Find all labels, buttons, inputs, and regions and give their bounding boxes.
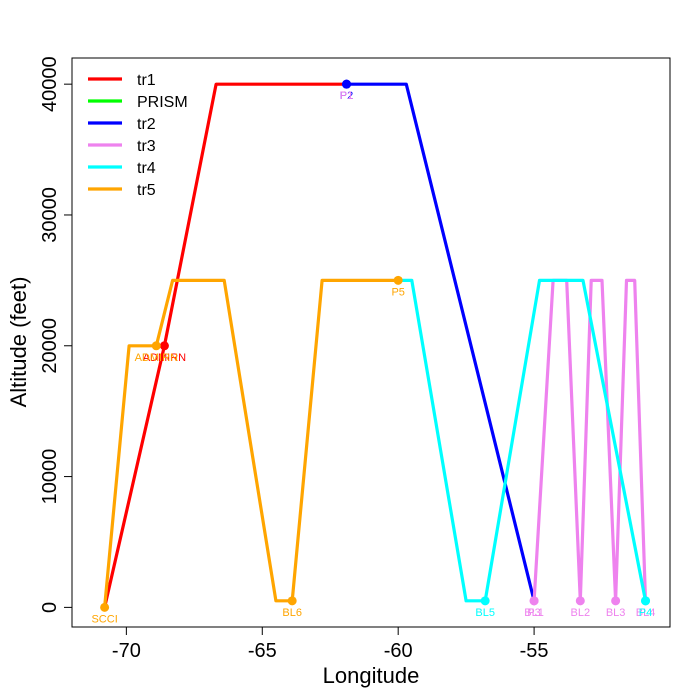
series-line-tr5 xyxy=(103,278,399,608)
y-tick-label: 0 xyxy=(39,602,61,613)
x-axis-title: Longitude xyxy=(323,663,420,688)
point-label-admirn: ADMIRN xyxy=(143,352,186,364)
point-label-p1: P1 xyxy=(340,90,353,102)
y-axis-title: Altitude (feet) xyxy=(6,277,31,408)
legend-label-prism: PRISM xyxy=(137,94,188,111)
point-p1 xyxy=(342,79,352,89)
x-tick-label: -70 xyxy=(112,640,141,662)
point-label-admirn: ADMIRN xyxy=(135,352,178,364)
point-label-bl5: BL5 xyxy=(475,607,495,619)
series-line-tr2 xyxy=(346,82,536,602)
point-label-bl2: BL2 xyxy=(571,607,591,619)
x-tick-label: -65 xyxy=(248,640,277,662)
x-tick-label: -55 xyxy=(520,640,549,662)
axes-layer: -70 -65 -60 -55 0 10000 20000 30000 40000 xyxy=(39,56,549,662)
point-p4 xyxy=(641,596,651,606)
point-admirn xyxy=(151,341,161,351)
y-tick-label: 10000 xyxy=(39,449,61,505)
point-admirn xyxy=(159,341,169,351)
point-label-p4: P4 xyxy=(639,607,652,619)
point-bl6 xyxy=(287,596,297,606)
y-tick-label: 20000 xyxy=(39,318,61,374)
point-label-p5: P5 xyxy=(391,286,404,298)
point-label-bl6: BL6 xyxy=(282,607,302,619)
point-label-bl1: BL1 xyxy=(524,607,544,619)
point-scci xyxy=(100,602,110,612)
point-bl2 xyxy=(575,596,585,606)
legend-label-tr2: tr2 xyxy=(137,116,156,133)
legend: tr1 PRISM tr2 tr3 tr4 tr5 xyxy=(88,72,188,199)
legend-label-tr1: tr1 xyxy=(137,72,156,89)
point-label-p3: P3 xyxy=(527,607,540,619)
y-tick-label: 40000 xyxy=(39,56,61,112)
legend-label-tr4: tr4 xyxy=(137,160,156,177)
legend-label-tr3: tr3 xyxy=(137,138,156,155)
point-label-scci: SCCI xyxy=(91,613,117,625)
point-bl5 xyxy=(480,596,490,606)
point-label-p2: P2 xyxy=(340,90,353,102)
x-tick-label: -60 xyxy=(384,640,413,662)
series-line-tr1 xyxy=(103,82,347,608)
point-bl3 xyxy=(611,596,621,606)
point-label-bl3: BL3 xyxy=(606,607,626,619)
y-tick-label: 30000 xyxy=(39,187,61,243)
series-line-tr3 xyxy=(532,278,648,603)
point-label-bl4: BL4 xyxy=(636,607,656,619)
legend-label-tr5: tr5 xyxy=(137,182,156,199)
point-p3 xyxy=(529,596,539,606)
point-p5 xyxy=(393,275,403,285)
series-layer xyxy=(103,82,648,608)
